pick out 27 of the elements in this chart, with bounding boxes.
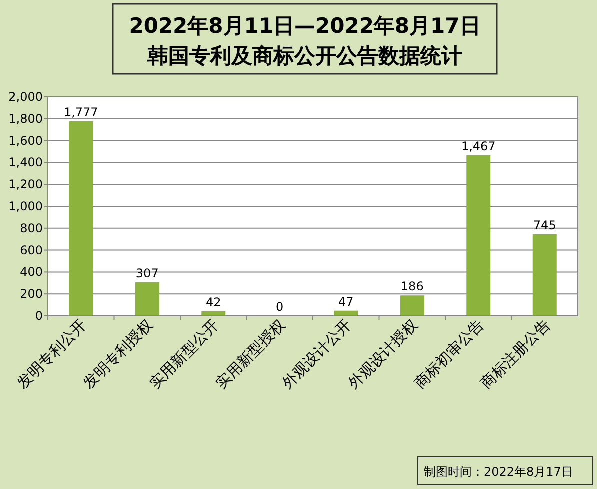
chart-title: 2022年8月11日—2022年8月17日 [129, 14, 481, 38]
y-tick-label: 400 [20, 265, 43, 280]
data-label: 186 [400, 280, 424, 294]
data-label: 42 [206, 295, 222, 310]
data-label: 47 [338, 294, 354, 309]
bar [532, 234, 557, 316]
data-label: 0 [276, 300, 284, 314]
chart-subtitle: 韩国专利及商标公开公告数据统计 [146, 44, 462, 68]
y-tick-label: 1,400 [8, 156, 43, 170]
text: 制图时间：2022年8月17日 [424, 465, 574, 479]
data-label: 1,467 [461, 139, 496, 154]
y-tick-label: 1,600 [8, 134, 43, 148]
bar [135, 282, 160, 316]
data-label: 745 [533, 218, 556, 232]
bar [400, 296, 424, 316]
y-tick-label: 600 [20, 243, 43, 258]
y-tick-label: 1,800 [8, 112, 43, 126]
y-tick-label: 200 [20, 287, 43, 302]
y-tick-label: 800 [20, 221, 43, 236]
y-tick-label: 1,000 [8, 200, 43, 214]
data-label: 307 [136, 266, 159, 280]
data-label: 1,777 [64, 105, 98, 120]
y-tick-label: 2,000 [8, 90, 43, 104]
y-tick-label: 0 [35, 309, 43, 323]
bar [69, 121, 94, 316]
y-tick-label: 1,200 [8, 178, 43, 192]
bar [466, 155, 491, 316]
